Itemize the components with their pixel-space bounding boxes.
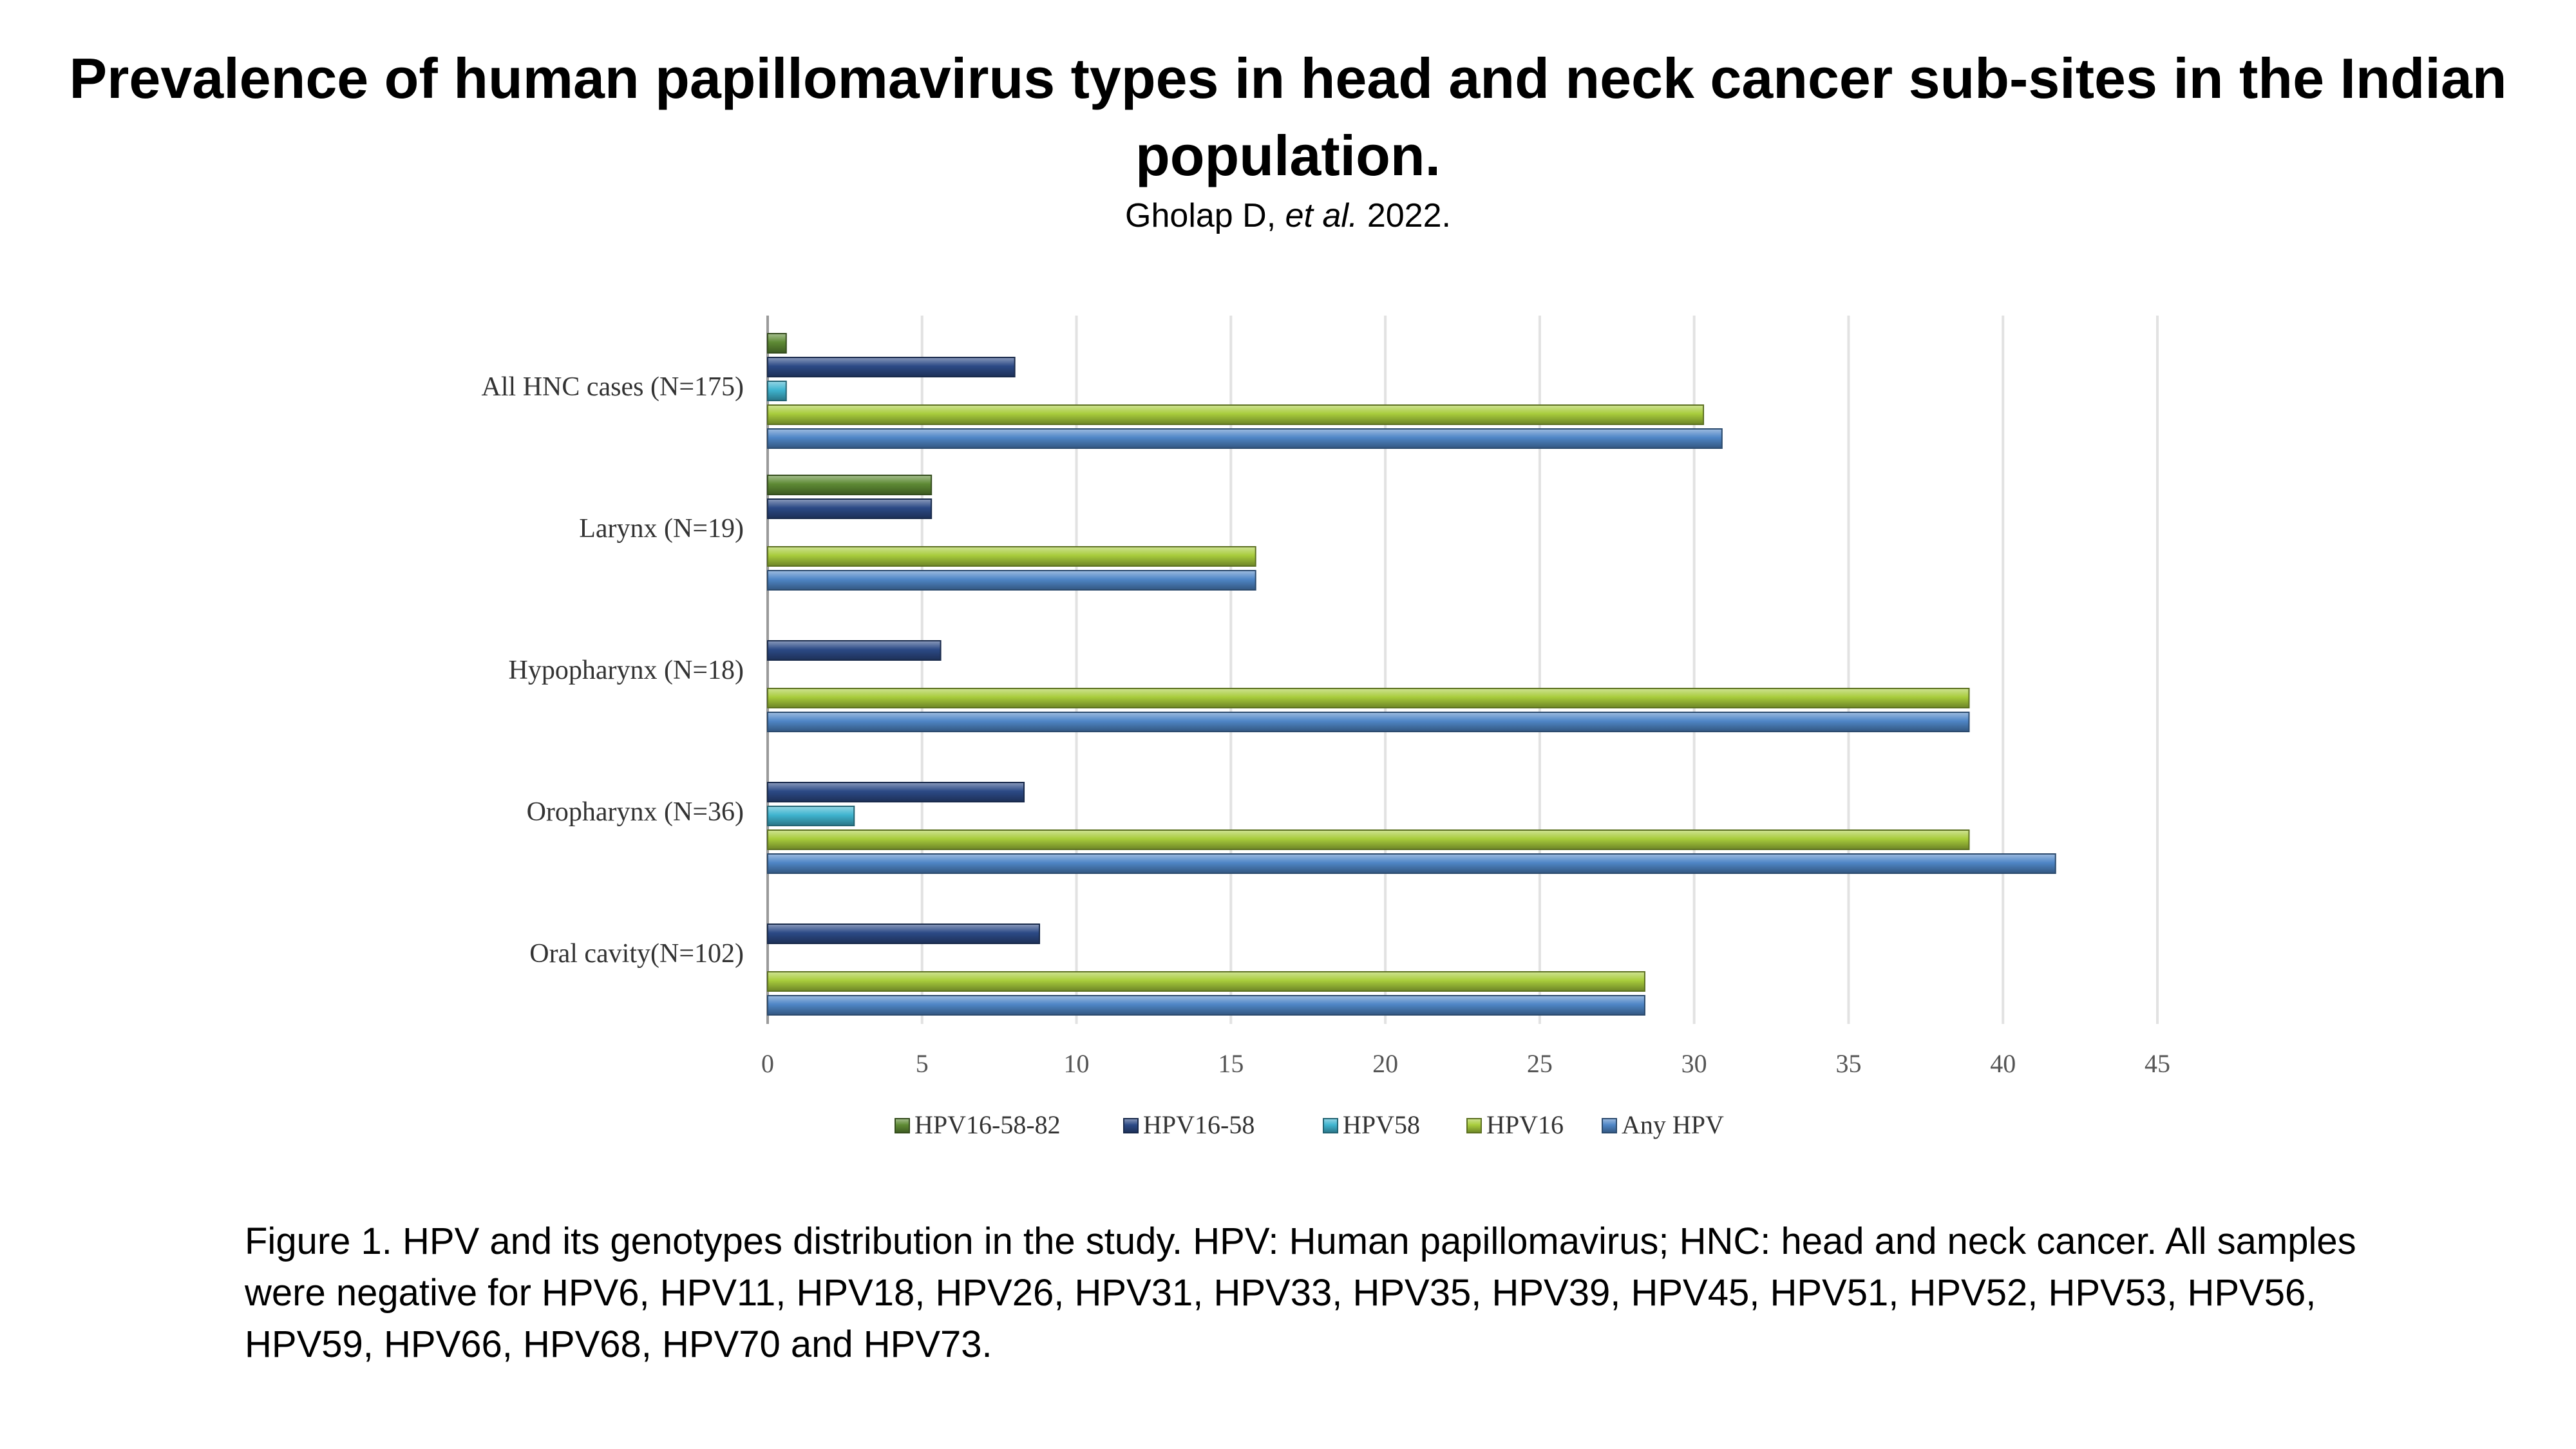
bar [767,971,1645,992]
bar [767,357,1016,377]
bar [767,381,787,401]
legend-swatch [895,1118,910,1133]
bar [767,333,787,354]
legend-swatch [1323,1118,1338,1133]
legend-label: Any HPV [1622,1110,1724,1139]
bar [767,640,942,661]
bar [767,570,1256,591]
x-tick-label: 20 [1372,1049,1398,1078]
citation-year: 2022. [1367,197,1451,234]
page-title: Prevalence of human papillomavirus types… [69,46,2507,187]
bar [767,475,933,495]
citation-etal: et al. [1285,197,1358,234]
bar [767,829,1970,850]
category-label: Oral cavity(N=102) [529,939,744,969]
citation: Gholap D, et al. 2022. [0,193,2576,238]
x-tick-label: 40 [1990,1049,2016,1078]
x-tick-label: 15 [1218,1049,1244,1078]
bar [767,853,2056,874]
bar [767,923,1041,944]
legend-swatch [1466,1118,1482,1133]
bar [767,546,1256,567]
bar [767,688,1970,708]
bar [767,806,855,826]
x-tick-label: 45 [2145,1049,2170,1078]
legend-swatch [1123,1118,1139,1133]
category-label: All HNC cases (N=175) [482,372,744,402]
legend-label: HPV16-58 [1143,1110,1255,1139]
category-label: Hypopharynx (N=18) [509,656,744,685]
x-tick-label: 10 [1064,1049,1090,1078]
figure-caption: Figure 1. HPV and its genotypes distribu… [245,1220,2356,1365]
bar [767,404,1705,425]
bar-chart: 0 5 10 15 20 25 30 35 40 45 All HNC cases (N=175) L… [482,316,2170,1139]
bar [767,782,1025,802]
bar [767,498,933,519]
x-tick-label: 25 [1527,1049,1553,1078]
legend-label: HPV58 [1343,1110,1420,1139]
bar [767,712,1970,732]
legend-swatch [1602,1118,1617,1133]
bar [767,995,1645,1016]
legend-label: HPV16 [1486,1110,1564,1139]
category-label: Oropharynx (N=36) [527,797,744,827]
x-tick-label: 30 [1681,1049,1707,1078]
x-tick-label: 35 [1835,1049,1861,1078]
x-tick-label: 0 [761,1049,774,1078]
legend-label: HPV16-58-82 [914,1110,1061,1139]
citation-authors: Gholap D, [1125,197,1276,234]
bar [767,428,1723,449]
x-tick-label: 5 [916,1049,929,1078]
category-label: Larynx (N=19) [579,514,744,544]
